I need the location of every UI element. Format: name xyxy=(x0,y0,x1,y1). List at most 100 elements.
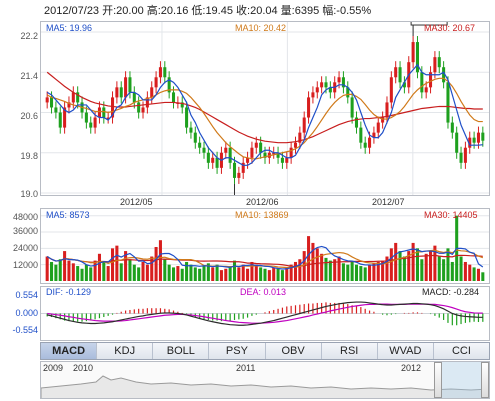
volume-bar xyxy=(398,251,402,281)
price-high-callout-box xyxy=(410,22,448,26)
volume-bar xyxy=(150,256,154,281)
tab-macd[interactable]: MACD xyxy=(41,343,98,359)
candle-body xyxy=(254,142,258,148)
candle-body xyxy=(337,77,341,83)
volume-bar xyxy=(80,268,84,281)
navigator-history-line xyxy=(41,375,489,398)
volume-ma30-label: MA30: 14405 xyxy=(424,210,478,220)
volume-bar xyxy=(228,266,232,281)
range-navigator[interactable]: 2009 2010 2011 2012 xyxy=(40,361,490,399)
quote-header: 2012/07/23 开:20.00 高:20.16 低:19.45 收:20.… xyxy=(44,5,372,17)
volume-bar xyxy=(241,264,245,281)
volume-bar xyxy=(341,263,345,281)
volume-bar xyxy=(176,266,180,281)
volume-bar xyxy=(115,245,119,281)
candle-body xyxy=(193,132,197,143)
volume-bar xyxy=(280,270,284,281)
volume-bar xyxy=(50,261,54,281)
tab-obv[interactable]: OBV xyxy=(266,343,322,359)
price-y-tick: 21.4 xyxy=(20,71,38,81)
volume-bar xyxy=(128,259,132,281)
tab-psy[interactable]: PSY xyxy=(209,343,266,359)
volume-bar xyxy=(381,260,385,281)
candle-body xyxy=(102,107,106,118)
candle-body xyxy=(158,67,162,78)
volume-bar xyxy=(402,256,406,281)
volume-bar xyxy=(481,272,485,281)
volume-bar xyxy=(354,264,359,281)
volume-bar xyxy=(232,260,237,281)
macd-chart xyxy=(41,301,489,326)
volume-bar xyxy=(328,260,332,281)
navigator-right-handle[interactable] xyxy=(481,362,489,398)
candle-body xyxy=(398,67,402,83)
navigator-selection-window[interactable] xyxy=(437,362,487,398)
price-y-tick: 20.6 xyxy=(20,111,38,121)
candle-body xyxy=(359,127,363,143)
volume-bar xyxy=(141,261,145,281)
volume-bar xyxy=(76,266,80,281)
volume-ma5-line xyxy=(46,245,484,270)
macd-y-tick: 0.554 xyxy=(15,290,38,300)
macd-y-tick: -0.554 xyxy=(12,325,38,335)
candle-body xyxy=(106,117,110,120)
price-high-callout-label: 22.11 xyxy=(417,22,442,25)
volume-bar xyxy=(442,259,446,281)
candle-body xyxy=(385,102,389,118)
candle-body xyxy=(368,137,372,148)
tab-rsi[interactable]: RSI xyxy=(322,343,378,359)
candle-body xyxy=(211,157,215,163)
volume-bar xyxy=(167,264,171,281)
candle-body xyxy=(250,147,254,158)
candle-body xyxy=(97,107,101,118)
candle-body xyxy=(354,117,359,128)
volume-bar xyxy=(463,261,467,281)
volume-bar xyxy=(211,267,215,281)
volume-bar xyxy=(289,264,293,281)
volume-bar xyxy=(259,267,263,281)
candle-body xyxy=(463,147,467,163)
volume-bar xyxy=(224,268,228,281)
candle-body xyxy=(320,82,324,88)
candle-body xyxy=(228,147,232,163)
tab-wvad[interactable]: WVAD xyxy=(378,343,434,359)
volume-bar xyxy=(437,256,441,281)
navigator-year: 2011 xyxy=(236,363,256,373)
volume-bar xyxy=(198,268,202,281)
tab-kdj[interactable]: KDJ xyxy=(97,343,154,359)
volume-bar xyxy=(111,248,115,281)
volume-bar xyxy=(276,268,280,281)
volume-bar xyxy=(180,268,184,281)
volume-bar xyxy=(307,236,311,281)
volume-bar xyxy=(97,253,101,281)
candle-body xyxy=(468,137,472,148)
volume-bar xyxy=(385,256,389,281)
candle-body xyxy=(402,82,406,88)
volume-bar xyxy=(424,253,428,281)
x-tick-label: 2012/05 xyxy=(120,197,153,207)
volume-bar xyxy=(346,264,350,281)
volume-bar xyxy=(219,270,223,281)
volume-bar xyxy=(58,259,62,281)
volume-bar xyxy=(189,264,193,281)
macd-panel xyxy=(40,286,490,341)
candle-body xyxy=(289,147,293,158)
volume-bar xyxy=(250,261,254,281)
candle-body xyxy=(389,77,393,103)
macd-dif-label: DIF: -0.129 xyxy=(46,287,92,297)
tab-boll[interactable]: BOLL xyxy=(153,343,210,359)
volume-bar xyxy=(163,259,167,281)
candle-body xyxy=(381,117,385,123)
tab-cci[interactable]: CCI xyxy=(451,345,471,357)
candle-body xyxy=(241,162,245,173)
volume-bar xyxy=(202,266,206,281)
candle-body xyxy=(455,132,459,153)
volume-bar xyxy=(320,253,324,281)
navigator-left-handle[interactable] xyxy=(434,362,442,398)
candle-body xyxy=(141,107,145,113)
volume-bar xyxy=(71,263,75,281)
candle-body xyxy=(259,142,263,153)
navigator-year: 2009 xyxy=(43,363,64,373)
volume-bar xyxy=(350,261,354,281)
indicator-tab-bar: MACD KDJ BOLL PSY OBV RSI WVAD CCI xyxy=(40,342,490,360)
